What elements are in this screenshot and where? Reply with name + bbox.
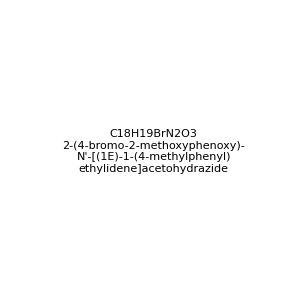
Text: C18H19BrN2O3
2-(4-bromo-2-methoxyphenoxy)-
N'-[(1E)-1-(4-methylphenyl)
ethyliden: C18H19BrN2O3 2-(4-bromo-2-methoxyphenoxy… bbox=[62, 129, 245, 174]
